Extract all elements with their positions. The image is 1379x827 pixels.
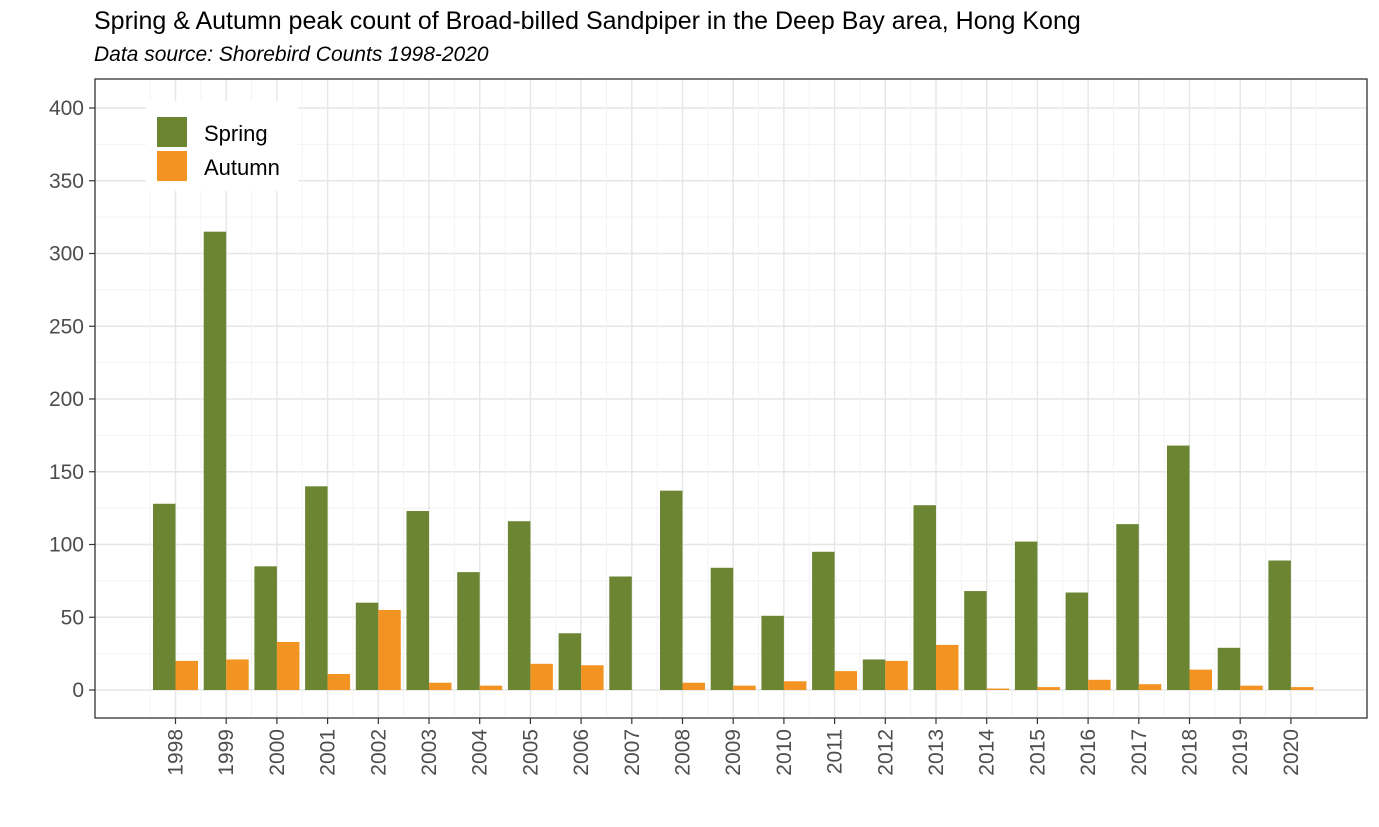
y-tick-label: 350 xyxy=(49,170,84,193)
bar-autumn-2018 xyxy=(1189,669,1212,690)
bar-spring-2003 xyxy=(406,511,429,690)
bar-autumn-2002 xyxy=(378,609,401,690)
x-tick-label: 2010 xyxy=(773,729,796,776)
legend-label-autumn: Autumn xyxy=(204,155,280,180)
y-tick-label: 250 xyxy=(49,315,84,338)
bar-autumn-1998 xyxy=(175,660,198,690)
bar-spring-2005 xyxy=(507,521,531,690)
y-tick-label: 50 xyxy=(61,606,84,629)
x-tick-label: 2014 xyxy=(976,729,999,776)
bar-autumn-2006 xyxy=(581,665,604,690)
bar-spring-2014 xyxy=(964,591,987,690)
x-tick-label: 2005 xyxy=(519,729,542,776)
bar-autumn-2001 xyxy=(327,673,351,690)
x-tick-label: 2002 xyxy=(367,729,390,776)
bar-autumn-2015 xyxy=(1037,687,1060,690)
bar-spring-2015 xyxy=(1014,541,1038,690)
x-tick-label: 2019 xyxy=(1229,729,1252,776)
bar-autumn-2010 xyxy=(783,681,807,690)
bar-spring-1999 xyxy=(203,231,227,691)
chart-title: Spring & Autumn peak count of Broad-bill… xyxy=(94,7,1081,35)
bar-autumn-1999 xyxy=(226,659,249,690)
x-tick-label: 2017 xyxy=(1128,729,1151,776)
y-tick-label: 200 xyxy=(49,388,84,411)
bar-autumn-2008 xyxy=(682,682,705,690)
bar-spring-2016 xyxy=(1065,592,1089,690)
x-tick-label: 2013 xyxy=(925,729,948,776)
x-tick-label: 2000 xyxy=(266,729,289,776)
bar-autumn-2003 xyxy=(429,682,452,690)
bar-spring-2020 xyxy=(1268,560,1291,690)
bar-autumn-2019 xyxy=(1240,685,1263,690)
bar-spring-2017 xyxy=(1116,524,1139,690)
bar-autumn-2011 xyxy=(834,671,858,690)
y-tick-label: 400 xyxy=(49,97,84,120)
bar-autumn-2005 xyxy=(530,663,553,690)
bar-autumn-2004 xyxy=(479,685,503,690)
bar-spring-2007 xyxy=(609,576,632,690)
bar-spring-2010 xyxy=(761,615,784,690)
bar-spring-2009 xyxy=(710,567,734,690)
x-tick-label: 2018 xyxy=(1179,729,1202,776)
x-tick-label: 2001 xyxy=(317,729,340,776)
bar-spring-2006 xyxy=(558,633,582,690)
bar-spring-2002 xyxy=(355,602,379,690)
legend-key-spring xyxy=(157,117,187,147)
x-tick-label: 2009 xyxy=(722,729,745,776)
bar-spring-2018 xyxy=(1167,445,1190,690)
y-tick-label: 150 xyxy=(49,461,84,484)
x-tick-label: 2007 xyxy=(621,729,644,776)
chart-subtitle: Data source: Shorebird Counts 1998-2020 xyxy=(94,43,489,66)
legend-key-autumn xyxy=(157,151,187,181)
bar-autumn-2014 xyxy=(986,688,1010,690)
x-tick-label: 2006 xyxy=(570,729,593,776)
bar-spring-2011 xyxy=(812,551,835,690)
bar-autumn-2009 xyxy=(733,685,756,690)
bar-spring-2019 xyxy=(1217,647,1241,690)
x-tick-label: 2016 xyxy=(1077,729,1100,776)
y-tick-label: 0 xyxy=(72,679,84,702)
bar-autumn-2017 xyxy=(1138,684,1162,690)
bar-autumn-2013 xyxy=(936,644,959,690)
x-tick-label: 1998 xyxy=(165,729,188,776)
x-tick-label: 2015 xyxy=(1026,729,1049,776)
axes: 0 50 100 150 200 250 300 350 400 1998 1999 2000 2001… xyxy=(49,97,1303,776)
legend: Spring Autumn xyxy=(146,101,298,191)
bar-spring-2013 xyxy=(913,505,936,690)
y-tick-label: 100 xyxy=(49,534,84,557)
x-tick-label: 2003 xyxy=(418,729,441,776)
bar-autumn-2012 xyxy=(885,660,908,690)
legend-label-spring: Spring xyxy=(204,121,268,146)
x-tick-label: 2020 xyxy=(1280,729,1303,776)
x-tick-label: 1999 xyxy=(215,729,238,776)
bar-autumn-2016 xyxy=(1088,679,1111,690)
x-tick-label: 2008 xyxy=(672,729,695,776)
bars xyxy=(153,231,1314,691)
bar-autumn-2000 xyxy=(276,641,300,690)
bar-spring-2001 xyxy=(305,486,328,690)
bar-spring-2004 xyxy=(457,572,480,690)
x-tick-label: 2004 xyxy=(469,729,492,776)
bar-autumn-2020 xyxy=(1290,687,1314,690)
bar-spring-2000 xyxy=(254,566,277,690)
x-tick-label: 2012 xyxy=(874,729,897,776)
bar-spring-2012 xyxy=(862,659,886,690)
bar-spring-2008 xyxy=(660,490,683,690)
x-tick-label: 2011 xyxy=(824,729,847,774)
y-tick-label: 300 xyxy=(49,243,84,266)
bar-spring-1998 xyxy=(153,503,176,690)
